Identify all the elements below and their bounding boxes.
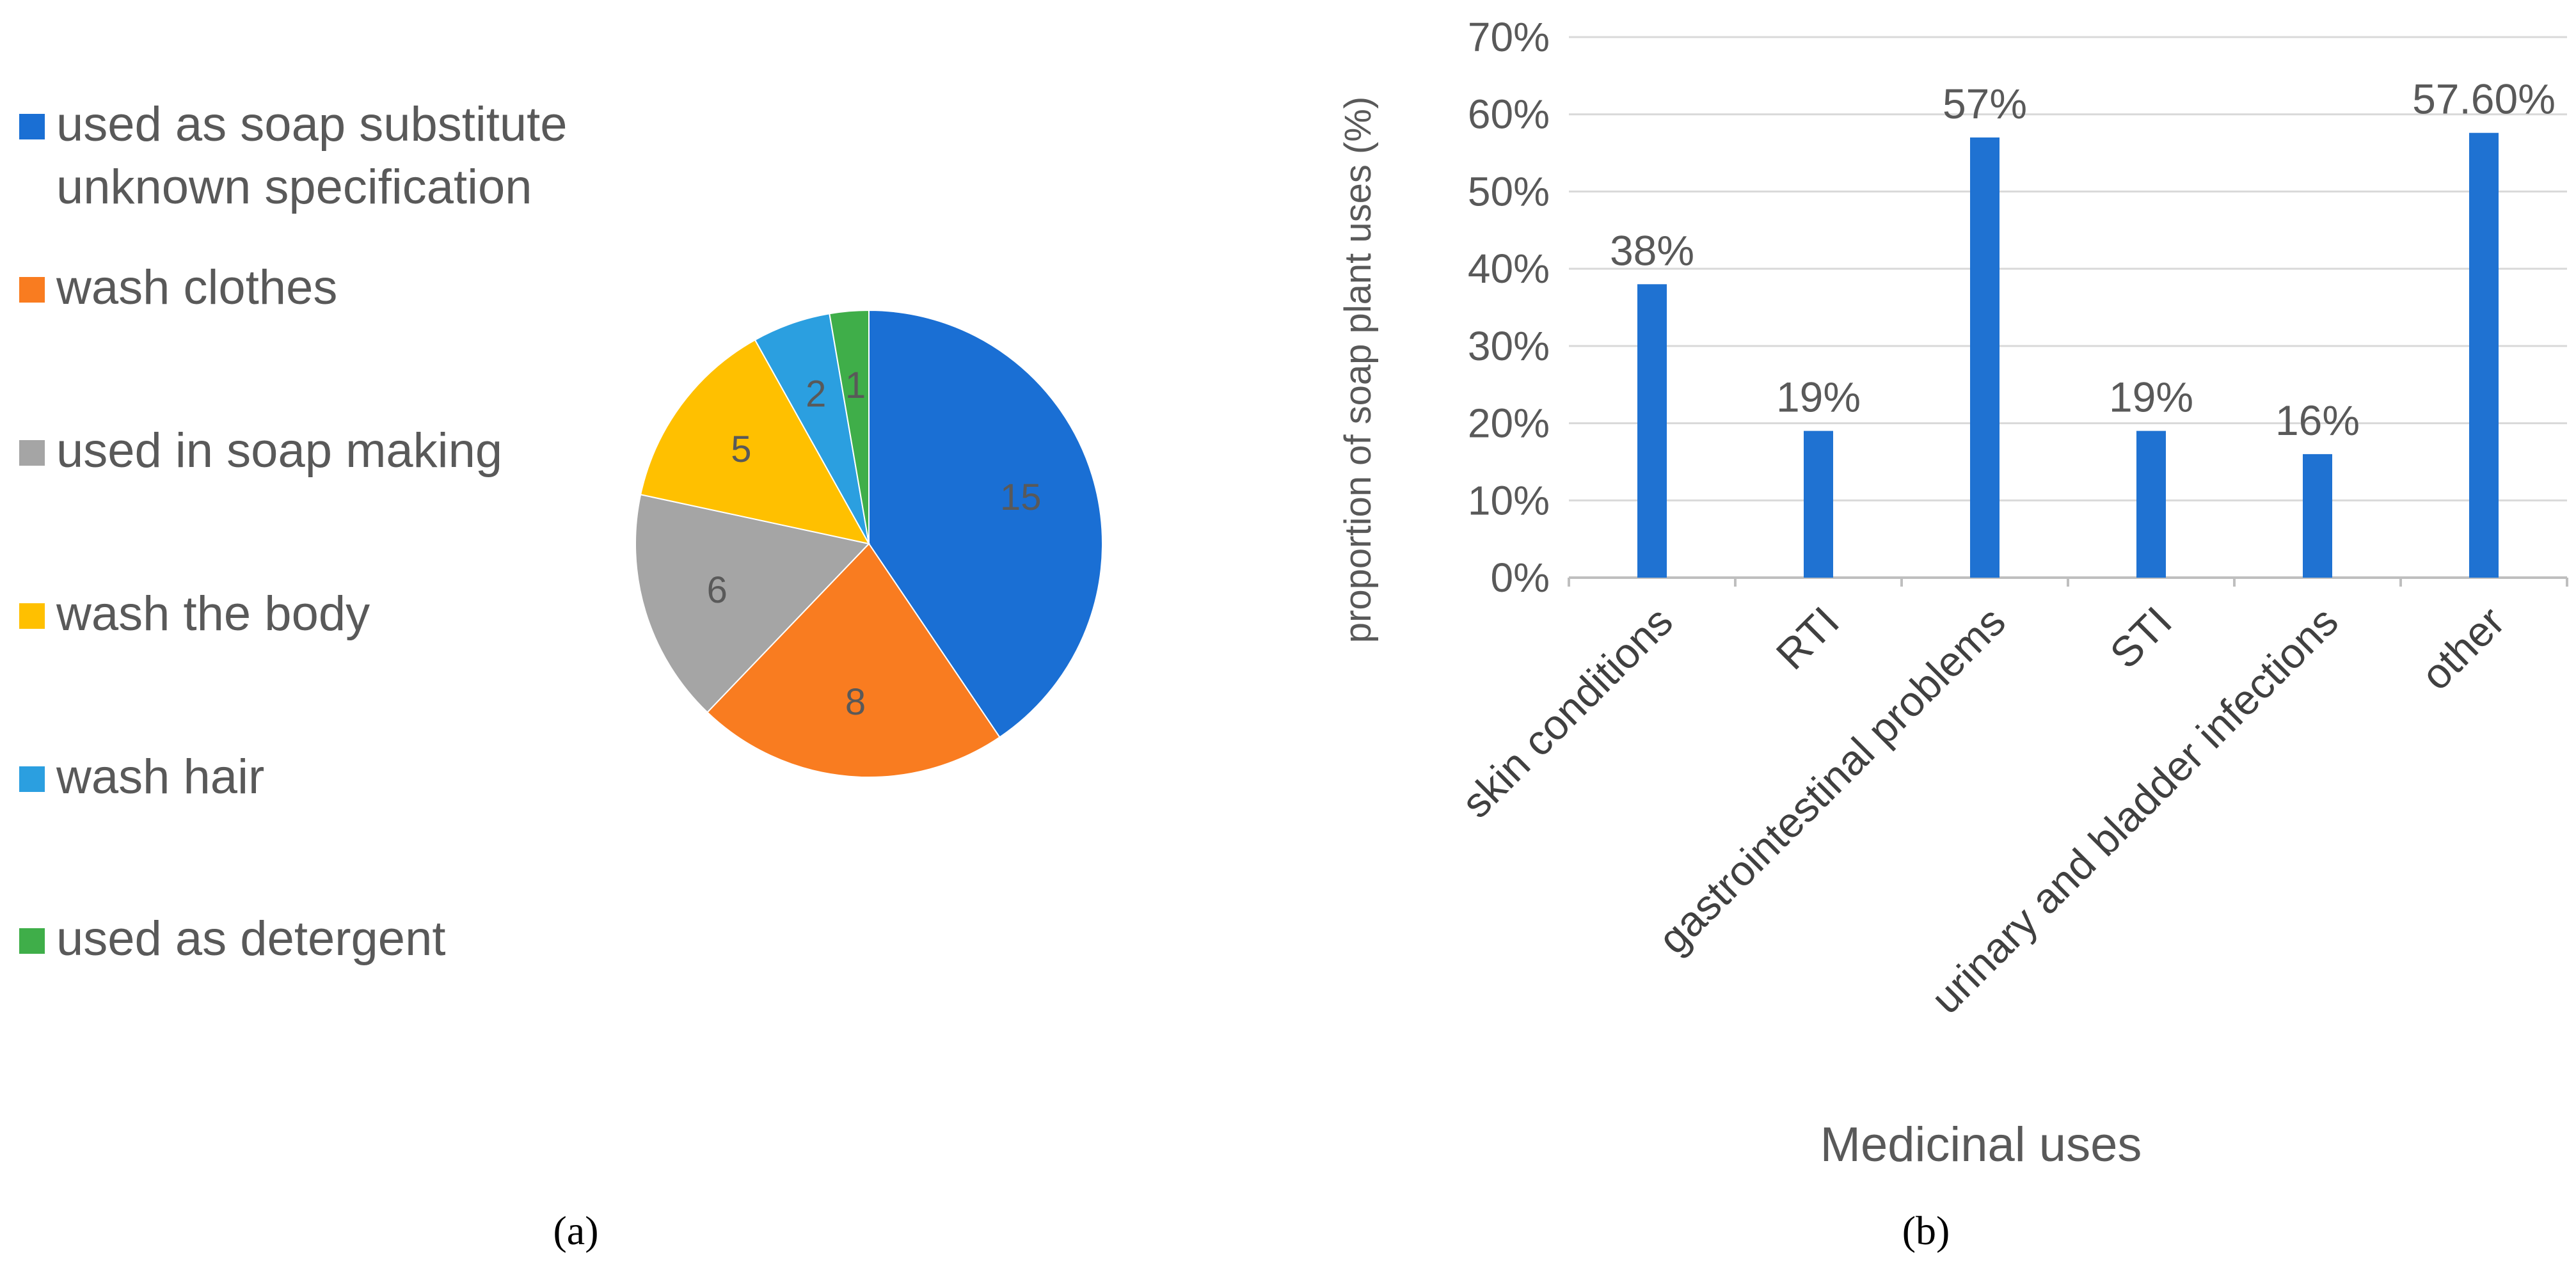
pie-data-label-4: 2 <box>806 374 826 415</box>
pie-slice-3 <box>640 338 870 545</box>
bars <box>1637 132 2499 578</box>
pie-slice-5 <box>829 309 870 544</box>
legend-label-0-line-0: used as soap substitute <box>56 97 568 152</box>
pie-data-label-0: 15 <box>1000 477 1042 518</box>
legend-label-3: wash the body <box>56 587 370 641</box>
pie-data-labels: 15 8 6 5 2 1 <box>707 365 1042 723</box>
bar-data-label-3: 19% <box>2109 374 2193 421</box>
bar-gridlines <box>1568 36 2568 587</box>
legend-label-1: wash clothes <box>56 260 337 315</box>
y-tick-label-20: 20% <box>1468 400 1550 447</box>
pie-slices <box>634 309 1103 779</box>
bar-0 <box>1637 284 1667 578</box>
y-tick-label-60: 60% <box>1468 91 1550 138</box>
panel-caption-b: (b) <box>1902 1208 1950 1253</box>
legend-label-4: wash hair <box>56 750 264 804</box>
y-axis-label: proportion of soap plant uses (%) <box>1337 97 1379 643</box>
pie-slice-1 <box>706 542 1001 779</box>
legend-swatch-0 <box>19 114 45 139</box>
pie-data-label-3: 5 <box>731 429 751 470</box>
bar-3 <box>2136 431 2166 578</box>
bar-data-label-4: 16% <box>2275 397 2360 444</box>
pie-legend: used as soap substitute unknown specifica… <box>19 97 568 966</box>
legend-swatch-5 <box>19 928 45 954</box>
y-tick-label-10: 10% <box>1468 477 1550 523</box>
panel-caption-a: (a) <box>553 1208 598 1253</box>
pie-data-label-2: 6 <box>707 569 727 611</box>
bar-data-label-0: 38% <box>1610 226 1694 274</box>
x-tick-label-3: STI <box>2101 597 2181 677</box>
pie-chart: used as soap substitute unknown specifica… <box>19 97 1103 1253</box>
bar-data-label-1: 19% <box>1776 374 1861 421</box>
legend-label-2: used in soap making <box>56 423 502 478</box>
x-tick-label-1: RTI <box>1767 597 1849 679</box>
bar-1 <box>1804 431 1833 578</box>
pie-slice-2 <box>634 493 870 713</box>
legend-swatch-1 <box>19 277 45 303</box>
legend-swatch-2 <box>19 440 45 466</box>
bar-5 <box>2469 132 2499 578</box>
bar-2 <box>1970 137 2000 578</box>
pie-data-label-5: 1 <box>845 365 866 406</box>
x-tick-label-5: other <box>2412 597 2513 699</box>
legend-swatch-4 <box>19 766 45 792</box>
bar-data-label-5: 57.60% <box>2412 75 2556 123</box>
legend-label-5: used as detergent <box>56 912 445 966</box>
bar-chart: 0% 10% 20% 30% 40% 50% 60% 70% 38% 19% 57% 19% 16% 5… <box>1337 14 2568 1253</box>
bar-data-labels: 38% 19% 57% 19% 16% 57.60% <box>1610 75 2556 444</box>
x-tick-label-0: skin conditions <box>1452 597 1682 826</box>
pie-data-label-1: 8 <box>845 681 866 723</box>
y-tick-label-50: 50% <box>1468 168 1550 214</box>
y-tick-label-70: 70% <box>1468 14 1550 60</box>
legend-swatch-3 <box>19 603 45 629</box>
y-axis-tick-labels: 0% 10% 20% 30% 40% 50% 60% 70% <box>1468 14 1550 601</box>
bar-data-label-2: 57% <box>1943 80 2027 127</box>
y-tick-label-30: 30% <box>1468 323 1550 369</box>
x-tick-label-2: gastrointestinal problems <box>1649 597 2014 963</box>
x-axis-label: Medicinal uses <box>1820 1118 2142 1172</box>
legend-label-0-line-1: unknown specification <box>56 160 532 214</box>
pie-slice-0 <box>868 309 1103 738</box>
y-tick-label-40: 40% <box>1468 246 1550 292</box>
bar-4 <box>2303 454 2332 578</box>
y-tick-label-0: 0% <box>1491 555 1550 601</box>
